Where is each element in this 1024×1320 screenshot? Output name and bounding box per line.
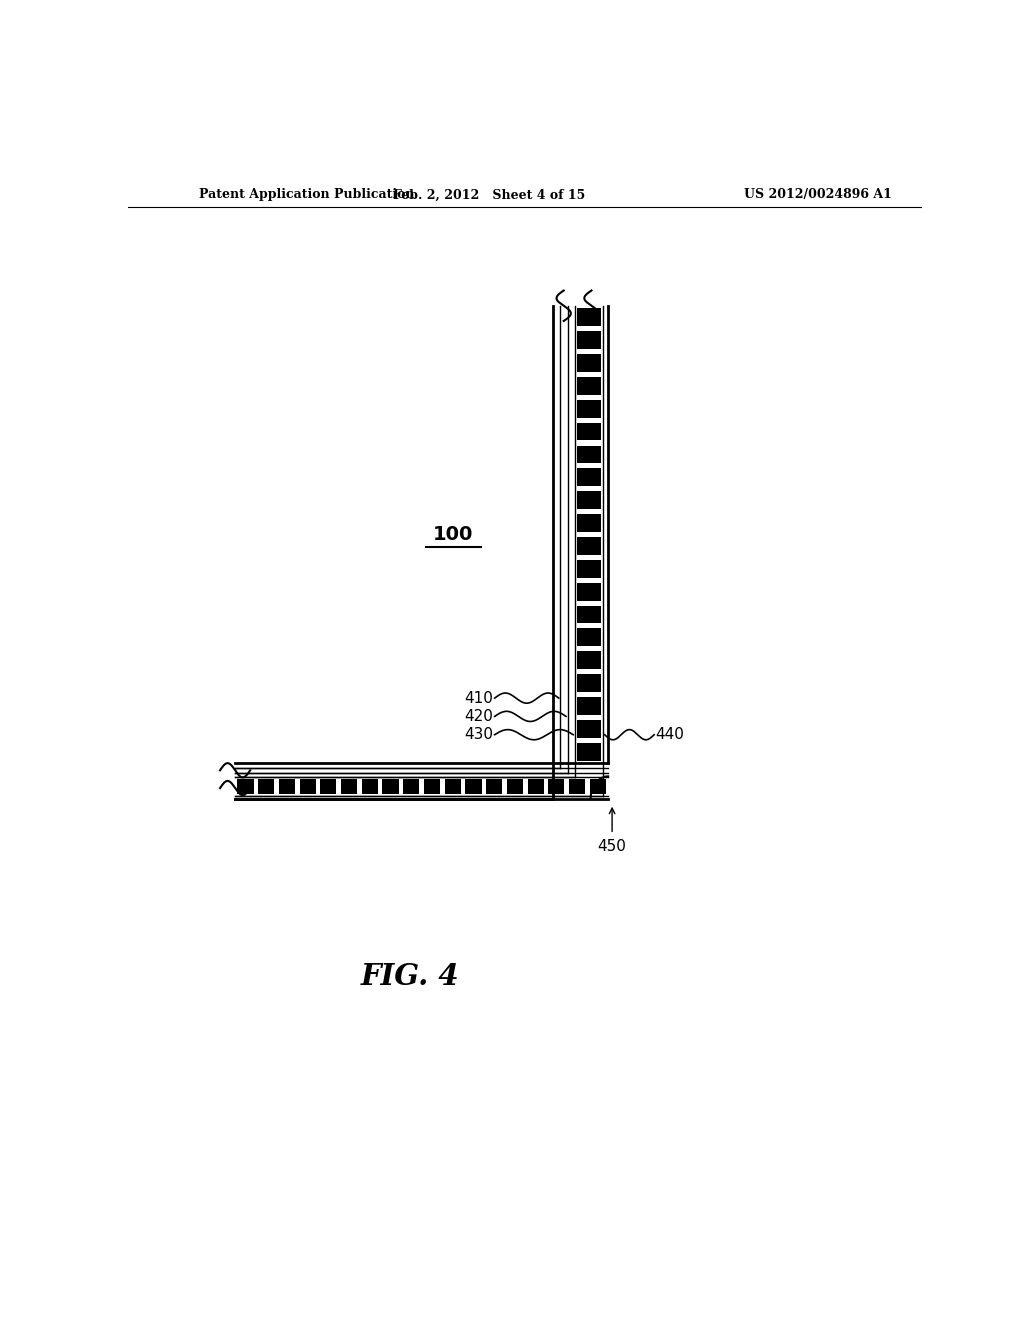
Bar xyxy=(321,779,337,793)
Bar xyxy=(578,446,601,463)
Bar xyxy=(578,491,601,510)
Bar xyxy=(238,779,254,793)
Text: Patent Application Publication: Patent Application Publication xyxy=(200,189,415,202)
Bar xyxy=(444,779,461,793)
Text: US 2012/0024896 A1: US 2012/0024896 A1 xyxy=(744,189,892,202)
Bar xyxy=(403,779,420,793)
Text: Feb. 2, 2012   Sheet 4 of 15: Feb. 2, 2012 Sheet 4 of 15 xyxy=(393,189,585,202)
Bar xyxy=(361,779,378,793)
Bar xyxy=(578,628,601,647)
Bar xyxy=(578,422,601,441)
Text: 450: 450 xyxy=(598,840,627,854)
Bar xyxy=(578,469,601,486)
Bar xyxy=(578,400,601,417)
Bar xyxy=(383,779,398,793)
Bar xyxy=(569,779,585,793)
Bar xyxy=(258,779,274,793)
Bar xyxy=(578,513,601,532)
Bar xyxy=(507,779,523,793)
Bar xyxy=(548,779,564,793)
Bar xyxy=(578,582,601,601)
Bar xyxy=(486,779,502,793)
Text: 410: 410 xyxy=(464,690,494,706)
Bar xyxy=(578,697,601,715)
Text: FIG. 4: FIG. 4 xyxy=(360,962,459,991)
Bar xyxy=(527,779,544,793)
Bar xyxy=(578,331,601,348)
Text: 430: 430 xyxy=(464,727,494,742)
Bar xyxy=(465,779,481,793)
Bar xyxy=(424,779,440,793)
Bar xyxy=(578,606,601,623)
Bar xyxy=(578,651,601,669)
Bar xyxy=(578,719,601,738)
Bar xyxy=(341,779,357,793)
Text: 100: 100 xyxy=(433,525,473,544)
Bar xyxy=(578,537,601,554)
Bar xyxy=(578,743,601,760)
Bar xyxy=(578,309,601,326)
Text: 440: 440 xyxy=(655,727,685,742)
Bar xyxy=(590,779,606,793)
Bar xyxy=(578,378,601,395)
Bar xyxy=(578,354,601,372)
Text: 420: 420 xyxy=(464,709,494,723)
Bar xyxy=(300,779,315,793)
Bar xyxy=(578,560,601,578)
Bar xyxy=(279,779,295,793)
Bar xyxy=(578,675,601,692)
